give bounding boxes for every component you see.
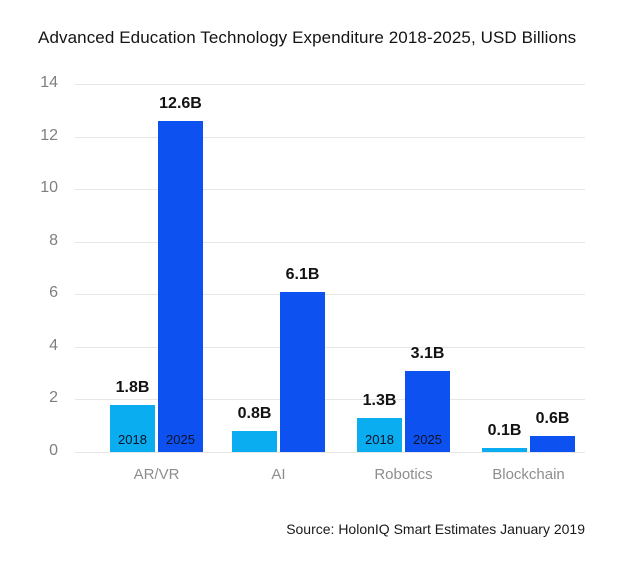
y-tick-label-14: 14 [40, 74, 58, 92]
y-tick-label-12: 12 [40, 126, 58, 144]
bar-2018-robotics[interactable]: 1.3B 2018 [357, 392, 402, 452]
category-label-blockchain: Blockchain [492, 466, 565, 483]
value-label-0.6B: 0.6B [535, 410, 570, 428]
value-label-3.1B: 3.1B [410, 344, 445, 362]
y-tick-label-10: 10 [40, 179, 58, 197]
inside-year-label-2025: 2025 [413, 432, 442, 447]
source-note: Source: HolonIQ Smart Estimates January … [286, 521, 585, 537]
bar-2018-arvr[interactable]: 1.8B 2018 [110, 379, 155, 452]
y-tick-label-6: 6 [49, 284, 58, 302]
category-label-arvr: AR/VR [133, 466, 180, 483]
value-label-12.6B: 12.6B [159, 94, 202, 112]
gridline-y-12 [75, 136, 585, 138]
gridline-y-8 [75, 241, 585, 243]
gridline-y-0 [75, 452, 585, 453]
value-label-6.1B: 6.1B [285, 265, 320, 283]
inside-year-label-2025: 2025 [166, 432, 195, 447]
bar-2025-ai[interactable]: 6.1B [280, 266, 325, 452]
y-tick-label-4: 4 [49, 336, 58, 354]
category-label-ai: AI [271, 466, 286, 483]
category-label-robotics: Robotics [374, 466, 433, 483]
value-label-1.8B: 1.8B [115, 378, 150, 396]
value-label-0.1B: 0.1B [487, 422, 522, 439]
value-label-0.8B: 0.8B [237, 405, 272, 422]
bar-2025-blockchain[interactable]: 0.6B [530, 410, 575, 452]
chart-title: Advanced Education Technology Expenditur… [38, 28, 577, 47]
bar-2025-robotics[interactable]: 3.1B 2025 [405, 345, 450, 452]
y-tick-label-2: 2 [49, 389, 58, 407]
y-tick-label-8: 8 [49, 231, 58, 249]
gridline-y-2 [75, 399, 585, 401]
inside-year-label-2018: 2018 [365, 432, 394, 447]
plot-area: 1.8B 2018 12.6B 2025 0.8B 6.1B 1.3B 2018 3.1B 202… [75, 84, 585, 453]
value-label-1.3B: 1.3B [362, 391, 397, 409]
gridline-y-14 [75, 84, 585, 85]
bar-2018-blockchain[interactable]: 0.1B [482, 422, 527, 452]
inside-year-label-2018: 2018 [118, 432, 147, 447]
bar-2025-arvr[interactable]: 12.6B 2025 [158, 95, 203, 452]
gridline-y-6 [75, 294, 585, 296]
gridline-y-4 [75, 346, 585, 348]
y-axis-tick-labels: 0 2 4 6 8 10 12 14 [0, 74, 60, 459]
bar-2018-ai[interactable]: 0.8B [232, 405, 277, 452]
y-tick-label-0: 0 [49, 442, 58, 460]
gridline-y-10 [75, 189, 585, 191]
